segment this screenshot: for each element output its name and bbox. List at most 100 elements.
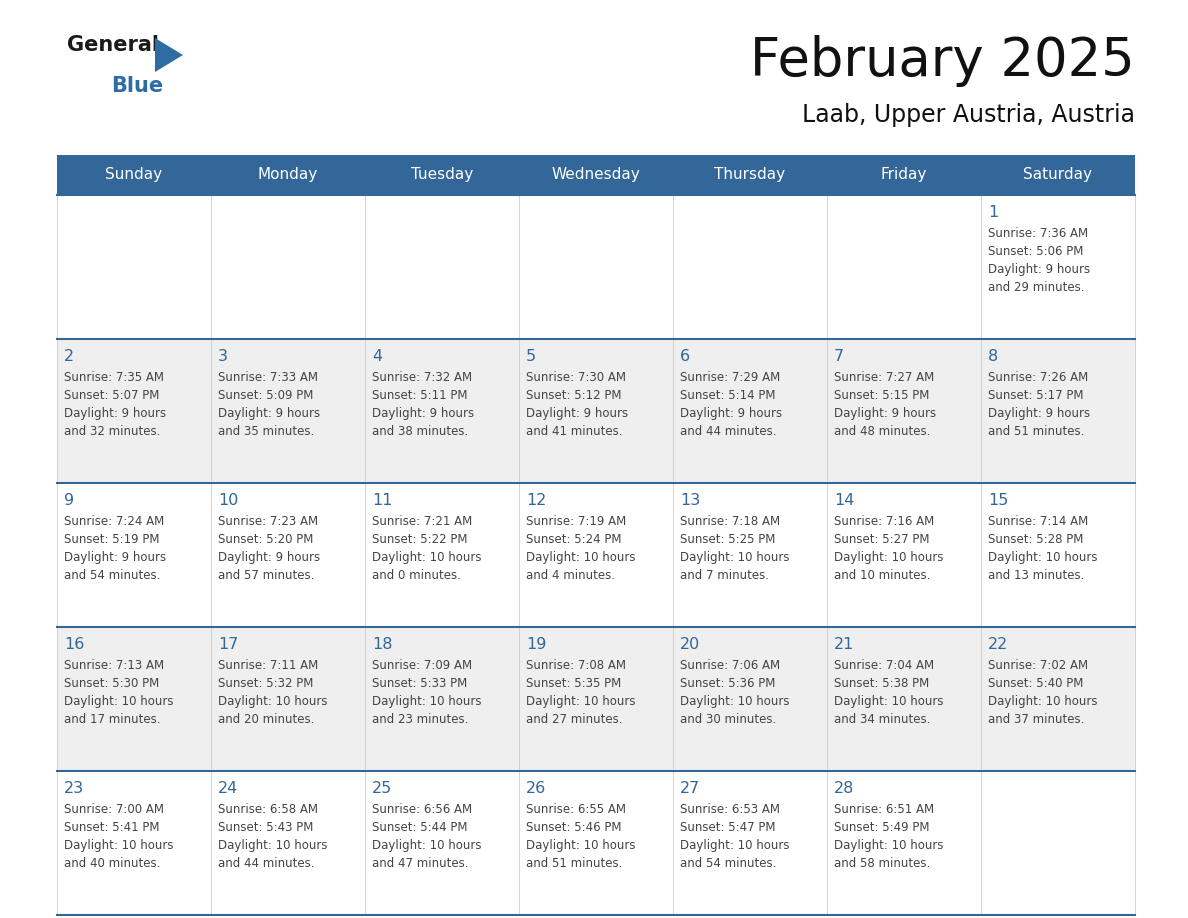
Text: and 29 minutes.: and 29 minutes. bbox=[988, 281, 1085, 294]
Text: Sunset: 5:41 PM: Sunset: 5:41 PM bbox=[64, 821, 159, 834]
Text: Daylight: 9 hours: Daylight: 9 hours bbox=[219, 407, 320, 420]
Text: and 38 minutes.: and 38 minutes. bbox=[372, 425, 468, 438]
Text: and 10 minutes.: and 10 minutes. bbox=[834, 569, 930, 582]
Text: Sunset: 5:30 PM: Sunset: 5:30 PM bbox=[64, 677, 159, 690]
Text: Sunrise: 7:09 AM: Sunrise: 7:09 AM bbox=[372, 659, 472, 672]
Text: Sunset: 5:40 PM: Sunset: 5:40 PM bbox=[988, 677, 1083, 690]
Bar bbox=[519, 339, 672, 483]
Text: Sunset: 5:38 PM: Sunset: 5:38 PM bbox=[834, 677, 929, 690]
Bar bbox=[57, 155, 1135, 195]
Text: Sunrise: 7:30 AM: Sunrise: 7:30 AM bbox=[526, 371, 626, 384]
Text: 26: 26 bbox=[526, 781, 546, 796]
Text: Sunset: 5:43 PM: Sunset: 5:43 PM bbox=[219, 821, 314, 834]
Text: and 17 minutes.: and 17 minutes. bbox=[64, 713, 160, 726]
Bar bbox=[519, 771, 672, 915]
Text: Sunset: 5:06 PM: Sunset: 5:06 PM bbox=[988, 245, 1083, 258]
Text: Saturday: Saturday bbox=[1024, 167, 1093, 183]
Text: Daylight: 10 hours: Daylight: 10 hours bbox=[680, 551, 790, 564]
Polygon shape bbox=[154, 38, 183, 72]
Text: Wednesday: Wednesday bbox=[551, 167, 640, 183]
Text: 10: 10 bbox=[219, 493, 239, 508]
Text: Tuesday: Tuesday bbox=[411, 167, 473, 183]
Text: February 2025: February 2025 bbox=[751, 35, 1135, 87]
Text: Daylight: 10 hours: Daylight: 10 hours bbox=[680, 839, 790, 852]
Text: Sunrise: 7:16 AM: Sunrise: 7:16 AM bbox=[834, 515, 934, 528]
Bar bbox=[672, 339, 827, 483]
Text: Sunset: 5:36 PM: Sunset: 5:36 PM bbox=[680, 677, 776, 690]
Text: Daylight: 10 hours: Daylight: 10 hours bbox=[834, 695, 943, 708]
Bar bbox=[672, 483, 827, 627]
Text: and 7 minutes.: and 7 minutes. bbox=[680, 569, 769, 582]
Text: Daylight: 10 hours: Daylight: 10 hours bbox=[219, 839, 328, 852]
Text: Sunset: 5:20 PM: Sunset: 5:20 PM bbox=[219, 533, 314, 546]
Text: Daylight: 10 hours: Daylight: 10 hours bbox=[64, 695, 173, 708]
Bar bbox=[57, 483, 211, 627]
Bar bbox=[519, 627, 672, 771]
Bar bbox=[211, 195, 365, 339]
Text: Sunset: 5:12 PM: Sunset: 5:12 PM bbox=[526, 389, 621, 402]
Bar bbox=[211, 339, 365, 483]
Text: Sunset: 5:24 PM: Sunset: 5:24 PM bbox=[526, 533, 621, 546]
Text: 12: 12 bbox=[526, 493, 546, 508]
Text: Sunset: 5:47 PM: Sunset: 5:47 PM bbox=[680, 821, 776, 834]
Text: 2: 2 bbox=[64, 349, 74, 364]
Text: Daylight: 10 hours: Daylight: 10 hours bbox=[372, 695, 481, 708]
Text: Sunset: 5:28 PM: Sunset: 5:28 PM bbox=[988, 533, 1083, 546]
Text: and 51 minutes.: and 51 minutes. bbox=[988, 425, 1085, 438]
Text: Sunrise: 7:35 AM: Sunrise: 7:35 AM bbox=[64, 371, 164, 384]
Text: and 30 minutes.: and 30 minutes. bbox=[680, 713, 776, 726]
Text: Sunrise: 6:56 AM: Sunrise: 6:56 AM bbox=[372, 803, 472, 816]
Text: Daylight: 10 hours: Daylight: 10 hours bbox=[988, 695, 1098, 708]
Text: 22: 22 bbox=[988, 637, 1009, 652]
Text: and 23 minutes.: and 23 minutes. bbox=[372, 713, 468, 726]
Text: 13: 13 bbox=[680, 493, 700, 508]
Bar bbox=[57, 339, 211, 483]
Text: Daylight: 10 hours: Daylight: 10 hours bbox=[834, 839, 943, 852]
Text: and 35 minutes.: and 35 minutes. bbox=[219, 425, 315, 438]
Text: Sunset: 5:27 PM: Sunset: 5:27 PM bbox=[834, 533, 929, 546]
Text: Sunrise: 7:18 AM: Sunrise: 7:18 AM bbox=[680, 515, 781, 528]
Text: Laab, Upper Austria, Austria: Laab, Upper Austria, Austria bbox=[802, 103, 1135, 127]
Text: Daylight: 9 hours: Daylight: 9 hours bbox=[680, 407, 782, 420]
Bar bbox=[827, 483, 981, 627]
Bar bbox=[981, 195, 1135, 339]
Text: and 32 minutes.: and 32 minutes. bbox=[64, 425, 160, 438]
Bar bbox=[57, 195, 211, 339]
Bar bbox=[211, 627, 365, 771]
Text: 18: 18 bbox=[372, 637, 392, 652]
Bar bbox=[981, 627, 1135, 771]
Text: 17: 17 bbox=[219, 637, 239, 652]
Text: 25: 25 bbox=[372, 781, 392, 796]
Text: and 0 minutes.: and 0 minutes. bbox=[372, 569, 461, 582]
Text: 27: 27 bbox=[680, 781, 700, 796]
Text: 3: 3 bbox=[219, 349, 228, 364]
Text: Daylight: 9 hours: Daylight: 9 hours bbox=[988, 407, 1091, 420]
Text: Blue: Blue bbox=[110, 76, 163, 96]
Text: and 20 minutes.: and 20 minutes. bbox=[219, 713, 315, 726]
Text: Sunrise: 6:51 AM: Sunrise: 6:51 AM bbox=[834, 803, 934, 816]
Text: Daylight: 10 hours: Daylight: 10 hours bbox=[988, 551, 1098, 564]
Text: and 44 minutes.: and 44 minutes. bbox=[219, 857, 315, 870]
Text: Sunrise: 7:27 AM: Sunrise: 7:27 AM bbox=[834, 371, 934, 384]
Text: Sunset: 5:32 PM: Sunset: 5:32 PM bbox=[219, 677, 314, 690]
Text: and 54 minutes.: and 54 minutes. bbox=[64, 569, 160, 582]
Text: Sunrise: 7:26 AM: Sunrise: 7:26 AM bbox=[988, 371, 1088, 384]
Text: Sunrise: 7:02 AM: Sunrise: 7:02 AM bbox=[988, 659, 1088, 672]
Text: Friday: Friday bbox=[880, 167, 927, 183]
Bar bbox=[827, 195, 981, 339]
Text: Sunrise: 6:53 AM: Sunrise: 6:53 AM bbox=[680, 803, 781, 816]
Text: Daylight: 9 hours: Daylight: 9 hours bbox=[219, 551, 320, 564]
Bar bbox=[827, 771, 981, 915]
Bar bbox=[672, 195, 827, 339]
Bar bbox=[672, 627, 827, 771]
Text: Sunrise: 7:32 AM: Sunrise: 7:32 AM bbox=[372, 371, 472, 384]
Text: Sunrise: 7:29 AM: Sunrise: 7:29 AM bbox=[680, 371, 781, 384]
Text: Sunset: 5:22 PM: Sunset: 5:22 PM bbox=[372, 533, 468, 546]
Text: Daylight: 10 hours: Daylight: 10 hours bbox=[64, 839, 173, 852]
Text: Daylight: 10 hours: Daylight: 10 hours bbox=[219, 695, 328, 708]
Text: Sunset: 5:14 PM: Sunset: 5:14 PM bbox=[680, 389, 776, 402]
Text: Sunset: 5:07 PM: Sunset: 5:07 PM bbox=[64, 389, 159, 402]
Text: Sunset: 5:35 PM: Sunset: 5:35 PM bbox=[526, 677, 621, 690]
Bar bbox=[365, 627, 519, 771]
Text: and 51 minutes.: and 51 minutes. bbox=[526, 857, 623, 870]
